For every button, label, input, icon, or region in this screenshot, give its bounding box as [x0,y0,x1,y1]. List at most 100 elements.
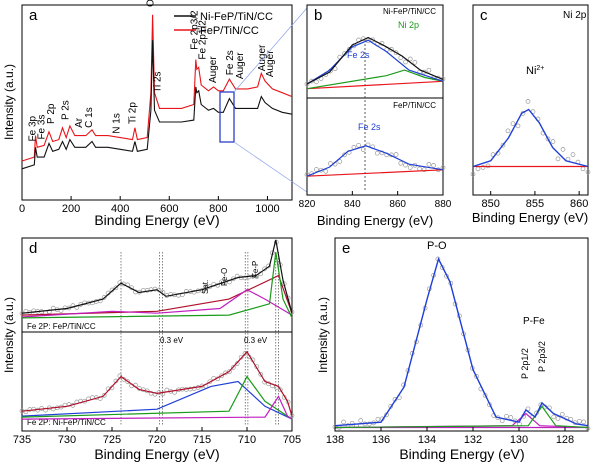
panel-d-bottom-feo [21,375,293,420]
legend-label-ni-fep: Ni-FeP/TiN/CC [200,11,273,23]
panel-a-tick-label-200: 200 [62,203,80,215]
panel-c-point [505,128,511,134]
panel-c-tick-label-855: 855 [526,198,544,210]
panel-c-point [510,121,516,127]
panel-d-tick-label-710: 710 [238,434,256,446]
panel-b-bottom-point [374,150,380,156]
panel-e-fit [334,257,589,427]
panel-c-point [585,169,591,175]
zoom-guide-top [233,7,308,93]
panel-d-bottom-sat [21,380,293,420]
panel-a-peak-label: N 1s [112,113,123,134]
panel-b-bottom-point [398,160,404,166]
panel-e-point [375,416,381,422]
panel-b-letter: b [314,7,322,24]
panel-d-tick-label-725: 725 [103,434,121,446]
panel-b-top-fit [306,36,444,85]
panel-e-tick-label-130: 130 [510,434,528,446]
panel-d-sat: Sat. [201,280,210,294]
panel-c-letter: c [480,7,488,24]
panel-a-peak-label: Ti 2s [153,71,164,92]
panel-d-top-point [113,285,119,291]
panel-e-point [366,421,372,427]
panel-b-bottom-point [407,165,413,170]
panel-e-tick-label-136: 136 [372,434,390,446]
panel-e-point [577,418,582,424]
panel-b-top-point [403,59,408,65]
panel-c-title: Ni 2p [563,10,587,21]
panel-a-peak-label: Fe 2p1/2 [198,20,209,60]
panel-d-bottom-fep [21,395,293,420]
panel-d-ylabel: Intensity (a.u.) [2,297,16,373]
panel-b-fe2s-bottom: Fe 2s [358,122,381,132]
zoom-guide-bottom [233,141,308,193]
panel-b-bottom-point [342,152,347,158]
panel-e-xlabel: Binding Energy (eV) [399,446,524,462]
panel-b-top-point [346,47,352,52]
panel-e-pfe: P-Fe [523,316,545,327]
panel-d-bottom-point [277,387,283,393]
panel-b-bottom-point [426,162,432,167]
panel-e-p32-component [334,405,589,429]
panel-d-shift-1: 0.3 eV [160,336,184,345]
panel-a-peak-label: Auger [257,44,268,71]
panel-b-bottom-point [431,163,436,168]
panel-c-point [475,166,481,172]
panel-d-bottom-point [219,373,224,379]
panel-b-tick-label-880: 880 [435,199,452,210]
panel-a-peak-label: Fe 3s [37,115,48,140]
panel-a-peak-label: Ti 2p [127,102,138,124]
panel-b: b Ni-FeP/TiN/CC FeP/TiN/CC Fe 2s Ni 2p F… [299,4,452,228]
panel-e-point [508,415,514,420]
panel-b-bottom-point [393,152,399,157]
panel-d-bottom-point [101,393,107,398]
panel-d-fep: Fe-P [251,261,260,278]
legend: Ni-FeP/TiN/CC FeP/TiN/CC [174,11,273,37]
panel-b-ni2p: Ni 2p [398,20,419,30]
panel-d-bottom-point [227,369,232,375]
panel-b-bottom-point [328,161,333,166]
panel-d-tick-label-720: 720 [148,434,166,446]
panel-d-tick-label-735: 735 [13,434,31,446]
panel-e-point [581,419,587,425]
panel-d-top-point [101,295,107,300]
panel-d-shift-2: 0.3 eV [244,336,268,345]
panel-d-tick-label-705: 705 [283,434,301,446]
legend-label-fep: FeP/TiN/CC [200,25,259,37]
panel-d-letter: d [29,240,37,257]
panel-a-tick-label-800: 800 [209,203,227,215]
panel-b-label-bottom: FeP/TiN/CC [393,101,436,110]
panel-b-bottom-point [323,169,329,174]
panel-d: d Intensity (a.u.) Fe 2P: FeP/TiN/CC Fe … [2,237,301,462]
panel-b-bottom-point [304,172,310,177]
panel-b-bottom-point [356,142,361,148]
panel-b-top-point [407,56,413,62]
panel-a-peak-label: O 1s [145,0,156,7]
panel-d-bottom-point [125,379,131,384]
panel-d-bottom-point [289,413,295,418]
panel-e-letter: e [342,240,350,257]
panel-b-bottom-point [360,147,366,152]
panel-e-p32: P 2p3/2 [537,341,547,372]
panel-d-top-sat [21,274,293,316]
panel-d-xlabel: Binding Energy (eV) [94,446,219,462]
panel-b-bottom-baseline [306,169,444,177]
panel-e-ylabel: Intensity (a.u.) [316,297,330,373]
panel-d-bottom-point [97,396,103,401]
panel-b-bottom-point [314,167,319,172]
panel-b-top-baseline [306,80,444,90]
panel-a-peak-label: Auger [208,56,219,83]
panel-a-peak-label: P 2p [46,103,57,124]
panel-d-top-point [289,309,295,315]
panel-c-point [555,156,561,162]
panel-d-top-fit [21,239,293,314]
panel-c-point [515,123,521,129]
panel-c-point [480,165,486,170]
panel-e-tick-label-132: 132 [464,434,482,446]
panel-d-bottom-point [160,391,166,397]
panel-b-top-point [370,37,376,43]
panel-c-point [545,136,551,142]
panel-a-peak-label: C 1s [84,107,95,128]
panel-b-top-point [314,79,319,85]
